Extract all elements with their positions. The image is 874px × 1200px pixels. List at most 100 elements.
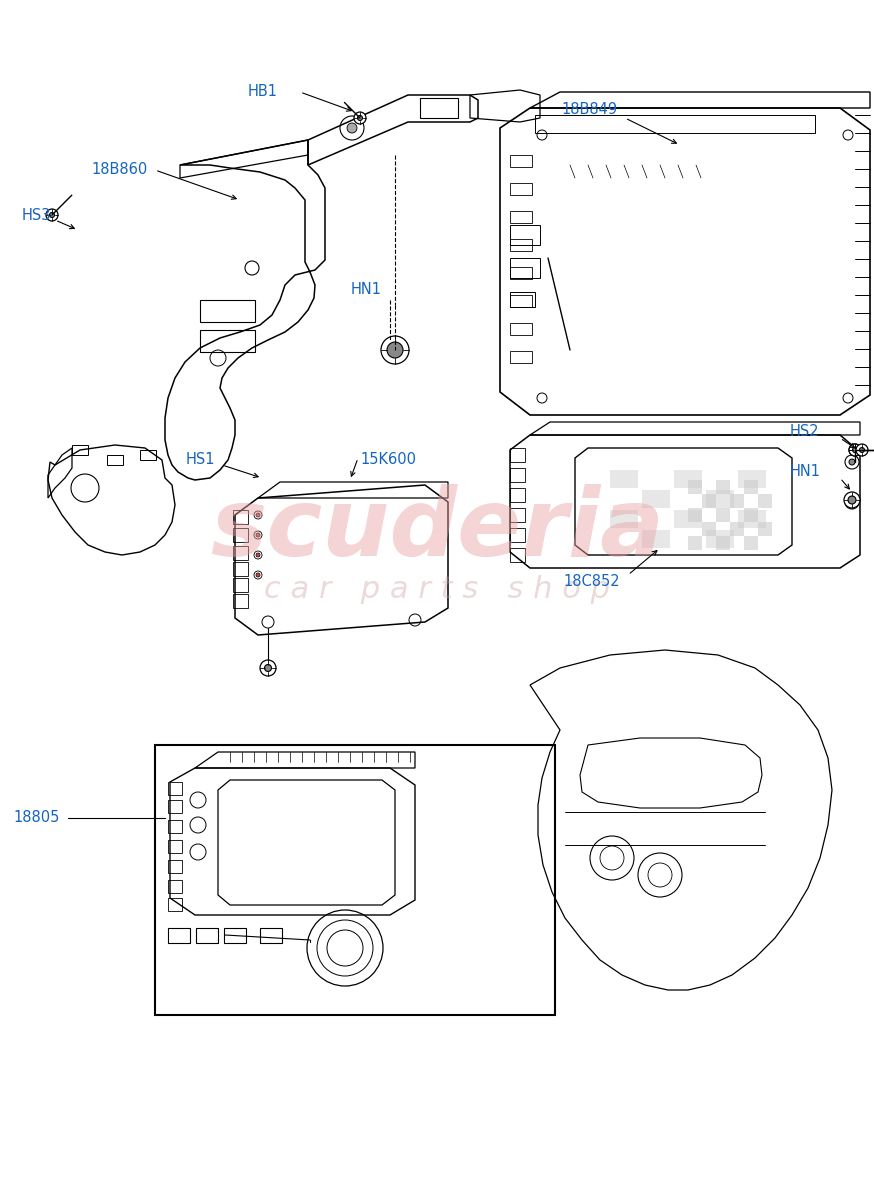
Bar [233,528,248,542]
Bar [510,239,532,251]
Bar [744,480,758,494]
Bar [510,323,532,335]
Bar [510,448,525,462]
Circle shape [256,533,260,538]
Bar [200,300,255,322]
Circle shape [845,494,859,509]
Bar [758,522,772,536]
Bar [510,182,532,194]
Circle shape [848,496,856,504]
Circle shape [256,572,260,577]
Text: HS2: HS2 [790,425,820,439]
Text: HB1: HB1 [248,84,278,100]
Bar [730,494,744,508]
Bar [260,928,282,943]
Circle shape [46,209,58,221]
Bar [510,350,532,362]
Bar [688,536,702,550]
Bar [706,490,734,508]
Circle shape [849,444,861,456]
Bar [706,530,734,548]
Bar [168,800,182,814]
Bar [610,510,638,528]
Bar [510,528,525,542]
Bar [716,480,730,494]
Text: 15K600: 15K600 [360,452,416,468]
Circle shape [845,455,859,469]
Bar [510,266,532,278]
Circle shape [357,115,363,120]
Circle shape [256,553,260,557]
Bar [716,508,730,522]
Bar [233,594,248,608]
Text: HS1: HS1 [185,452,215,468]
Bar [233,562,248,576]
Circle shape [354,112,366,124]
Bar [510,292,535,307]
Bar [758,494,772,508]
Bar [688,480,702,494]
Bar [744,508,758,522]
Bar [168,840,182,853]
Circle shape [852,448,857,452]
Bar [642,530,670,548]
Circle shape [265,665,272,672]
Bar [233,510,248,524]
Bar [674,510,702,528]
Bar [510,258,540,278]
Circle shape [347,122,357,133]
Text: 18B849: 18B849 [562,102,618,118]
Bar [510,211,532,223]
Bar [168,928,190,943]
Circle shape [859,448,864,452]
Bar [688,508,702,522]
Bar [702,522,716,536]
Bar [168,880,182,893]
Text: c a r   p a r t s   s h o p: c a r p a r t s s h o p [264,576,610,605]
Circle shape [387,342,403,358]
Bar [168,782,182,794]
Bar [233,578,248,592]
Bar [420,98,458,118]
Text: 18805: 18805 [14,810,60,826]
Circle shape [849,444,861,456]
Bar [510,488,525,502]
Circle shape [852,448,857,452]
Bar [674,470,702,488]
Bar [730,522,744,536]
Circle shape [856,444,868,456]
Text: HS3: HS3 [22,208,52,222]
Text: 18C852: 18C852 [564,575,620,589]
Bar [535,115,815,133]
Text: HN1: HN1 [351,282,382,298]
Bar [702,494,716,508]
Bar [716,536,730,550]
Circle shape [849,499,855,505]
Bar [738,470,766,488]
Bar [738,510,766,528]
Bar [510,295,532,307]
Circle shape [260,660,276,676]
Bar [107,455,123,464]
Bar [744,536,758,550]
Bar [196,928,218,943]
Circle shape [256,514,260,517]
Bar [642,490,670,508]
Bar [155,745,555,1015]
Bar [510,508,525,522]
Bar [510,155,532,167]
Bar [224,928,246,943]
Text: scuderia: scuderia [210,484,664,576]
Bar [510,226,540,245]
Bar [168,820,182,833]
Circle shape [844,492,860,508]
Bar [140,450,156,460]
Bar [233,546,248,560]
Text: 18B860: 18B860 [92,162,148,178]
Text: HN1: HN1 [790,464,821,480]
Bar [610,470,638,488]
Bar [168,860,182,874]
Bar [200,330,255,352]
Bar [510,468,525,482]
Circle shape [381,336,409,364]
